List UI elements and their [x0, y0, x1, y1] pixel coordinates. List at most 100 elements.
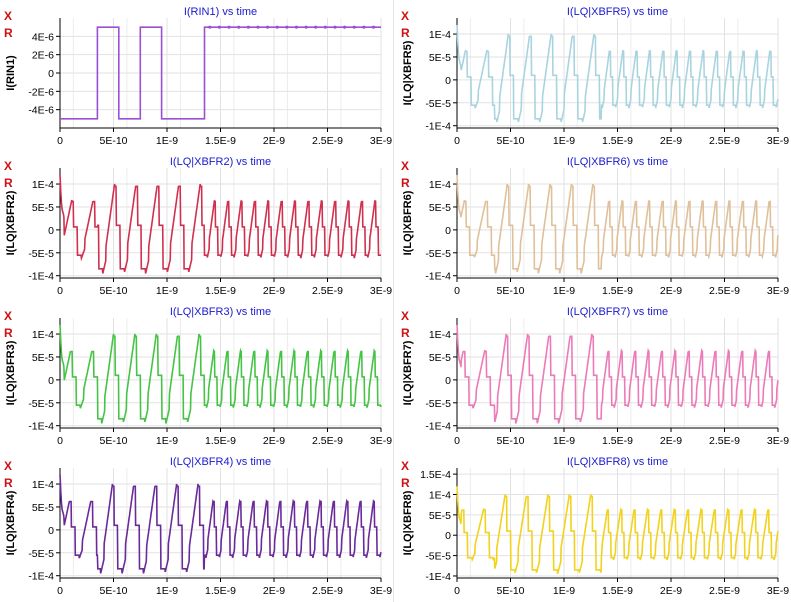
chart-svg: I(LQ|XBFR3) vs time I(LQ|XBFR3) 0 5E-10 1E-9… — [5, 306, 392, 447]
chart-svg: I(LQ|XBFR2) vs time I(LQ|XBFR2) 0 5E-10 1E-9… — [5, 156, 392, 297]
chart-title: I(LQ|XBFR8) vs time — [567, 456, 668, 468]
y-tick-label: 1E-4 — [429, 329, 451, 341]
x-tick-label: 5E-10 — [496, 585, 524, 597]
y-axis-label: I(LQ|XBFR2) — [5, 190, 17, 255]
reset-zoom-button[interactable]: R — [401, 476, 410, 490]
close-chart-button[interactable]: X — [4, 459, 13, 473]
y-tick-label: 1E-4 — [429, 179, 451, 191]
chart-panel-2: X R I(LQ|XBFR2) vs time I(LQ|XBFR2) 0 5E-10 1E… — [0, 150, 395, 300]
y-tick-label: 1E-4 — [32, 479, 54, 491]
x-tick-label: 0 — [454, 285, 460, 297]
x-tick-label: 0 — [454, 585, 460, 597]
y-tick-label: 1E-4 — [429, 29, 451, 41]
close-chart-button[interactable]: X — [401, 309, 410, 323]
x-tick-label: 3E-9 — [370, 435, 392, 447]
y-tick-label: 0 — [48, 225, 54, 237]
series-line — [59, 324, 382, 424]
x-tick-label: 2.5E-9 — [312, 135, 343, 147]
chart-svg: I(LQ|XBFR6) vs time I(LQ|XBFR6) 0 5E-10 1E-9… — [402, 156, 789, 297]
x-tick-label: 5E-10 — [496, 285, 524, 297]
series-line — [60, 26, 381, 120]
chart-panel-6: X R I(LQ|XBFR6) vs time I(LQ|XBFR6) 0 5E-10 1E… — [397, 150, 791, 300]
data-point — [371, 25, 376, 29]
close-chart-button[interactable]: X — [4, 159, 13, 173]
y-tick-label: -1E-4 — [425, 121, 451, 133]
data-point — [275, 25, 279, 29]
x-tick-label: 3E-9 — [370, 585, 392, 597]
y-tick-label: -1E-4 — [425, 271, 451, 283]
x-tick-label: 0 — [57, 135, 63, 147]
x-tick-label: 2.5E-9 — [312, 435, 343, 447]
x-tick-label: 5E-10 — [99, 435, 127, 447]
reset-zoom-button[interactable]: R — [401, 176, 410, 190]
x-tick-label: 1E-9 — [156, 135, 178, 147]
close-chart-button[interactable]: X — [401, 459, 410, 473]
chart-svg: I(LQ|XBFR8) vs time I(LQ|XBFR8) 0 5E-10 1E-9… — [402, 456, 789, 597]
close-chart-button[interactable]: X — [401, 9, 410, 23]
close-chart-button[interactable]: X — [4, 309, 13, 323]
x-tick-label: 2.5E-9 — [709, 285, 740, 297]
close-chart-button[interactable]: X — [4, 9, 13, 23]
y-tick-label: 5E-5 — [429, 202, 451, 214]
x-tick-label: 0 — [57, 585, 63, 597]
x-tick-label: 2E-9 — [660, 435, 682, 447]
reset-zoom-button[interactable]: R — [4, 176, 13, 190]
y-tick-label: -1E-4 — [425, 571, 451, 583]
x-tick-label: 2.5E-9 — [312, 585, 343, 597]
y-tick-label: 0 — [48, 525, 54, 537]
chart-title: I(LQ|XBFR7) vs time — [567, 306, 668, 318]
x-tick-label: 2E-9 — [660, 585, 682, 597]
chart-svg: I(LQ|XBFR5) vs time I(LQ|XBFR5) 0 5E-10 1E-9… — [402, 6, 789, 147]
data-point — [217, 25, 222, 29]
y-tick-label: -2E-6 — [28, 86, 54, 98]
y-tick-label: -1E-4 — [28, 571, 54, 583]
y-tick-label: -1E-4 — [425, 421, 451, 433]
x-tick-label: 1E-9 — [553, 585, 575, 597]
series-line — [456, 174, 779, 274]
chart-panel-1: X R I(RIN1) vs time I(RIN1) 0 5E-10 1E-9 1.5E-9… — [0, 0, 395, 150]
x-tick-label: 3E-9 — [767, 285, 789, 297]
x-tick-label: 2.5E-9 — [709, 135, 740, 147]
reset-zoom-button[interactable]: R — [401, 326, 410, 340]
x-tick-label: 1.5E-9 — [602, 585, 633, 597]
data-point — [343, 25, 347, 29]
x-tick-label: 2.5E-9 — [709, 435, 740, 447]
data-point — [294, 25, 299, 29]
x-tick-label: 1E-9 — [156, 585, 178, 597]
chart-title: I(RIN1) vs time — [184, 6, 257, 18]
chart-title: I(LQ|XBFR3) vs time — [170, 306, 271, 318]
data-point — [265, 25, 270, 29]
y-tick-label: 0 — [445, 530, 451, 542]
reset-zoom-button[interactable]: R — [4, 326, 13, 340]
reset-zoom-button[interactable]: R — [401, 26, 410, 40]
y-tick-label: -1E-4 — [28, 421, 54, 433]
panel-separator — [393, 0, 394, 602]
x-tick-label: 3E-9 — [767, 135, 789, 147]
reset-zoom-button[interactable]: R — [4, 476, 13, 490]
chart-panel-3: X R I(LQ|XBFR3) vs time I(LQ|XBFR3) 0 5E-10 1E… — [0, 300, 395, 450]
x-tick-label: 1E-9 — [156, 285, 178, 297]
reset-zoom-button[interactable]: R — [4, 26, 13, 40]
data-point — [237, 25, 241, 29]
y-axis-label: I(RIN1) — [5, 55, 17, 91]
chart-title: I(LQ|XBFR4) vs time — [170, 456, 271, 468]
x-tick-label: 1E-9 — [553, 285, 575, 297]
data-point — [362, 25, 366, 29]
y-axis-label: I(LQ|XBFR7) — [402, 340, 414, 405]
y-tick-label: 0 — [445, 75, 451, 87]
x-tick-label: 1.5E-9 — [205, 585, 236, 597]
x-tick-label: 2E-9 — [660, 285, 682, 297]
y-tick-label: 5E-5 — [429, 352, 451, 364]
y-axis-label: I(LQ|XBFR5) — [402, 40, 414, 105]
x-tick-label: 5E-10 — [496, 135, 524, 147]
y-tick-label: -5E-5 — [28, 548, 54, 560]
close-chart-button[interactable]: X — [401, 159, 410, 173]
x-tick-label: 2.5E-9 — [709, 585, 740, 597]
data-point — [314, 25, 318, 29]
data-point — [323, 25, 327, 29]
y-tick-label: 5E-5 — [429, 510, 451, 522]
y-tick-label: 5E-5 — [429, 52, 451, 64]
series-line — [456, 24, 779, 123]
data-point — [352, 25, 356, 29]
